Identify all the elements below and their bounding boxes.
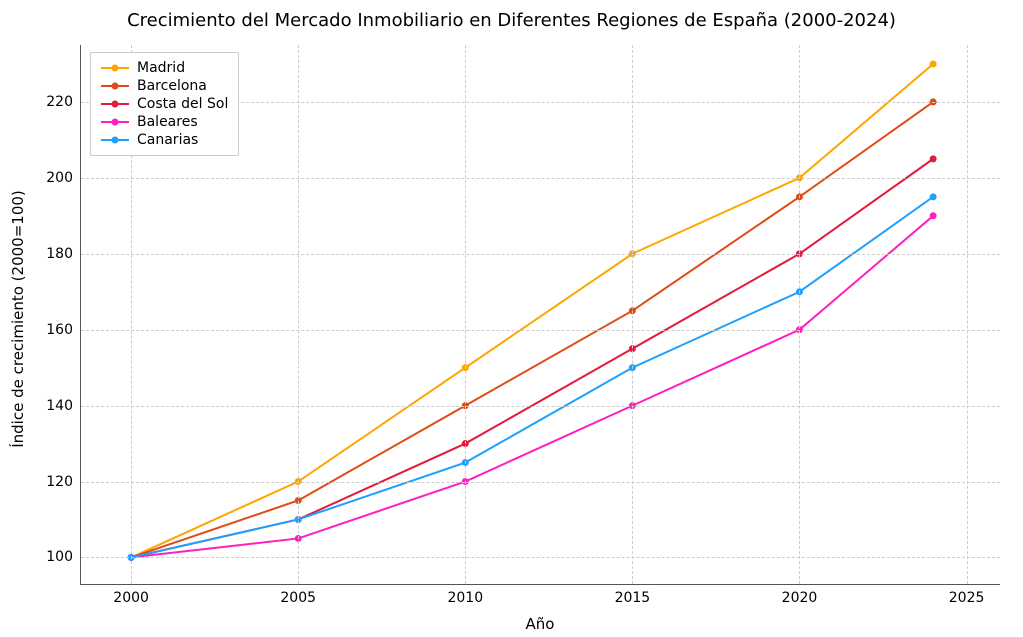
series-line bbox=[131, 64, 933, 557]
grid-line-h bbox=[81, 482, 1000, 483]
series-line bbox=[131, 216, 933, 558]
legend: Madrid Barcelona Costa del Sol Baleares Cana… bbox=[90, 52, 239, 156]
grid-line-v bbox=[465, 45, 466, 584]
grid-line-v bbox=[799, 45, 800, 584]
series-line bbox=[131, 159, 933, 558]
series-marker bbox=[930, 60, 937, 67]
y-tick-label: 160 bbox=[46, 322, 81, 338]
y-tick-label: 120 bbox=[46, 474, 81, 490]
grid-line-h bbox=[81, 178, 1000, 179]
legend-swatch bbox=[101, 121, 129, 123]
legend-item: Barcelona bbox=[101, 77, 228, 95]
y-tick-label: 180 bbox=[46, 246, 81, 262]
y-tick-label: 140 bbox=[46, 398, 81, 414]
x-tick-label: 2025 bbox=[949, 584, 985, 606]
legend-item: Costa del Sol bbox=[101, 95, 228, 113]
legend-label: Madrid bbox=[137, 60, 185, 76]
series-marker bbox=[930, 212, 937, 219]
series-marker bbox=[930, 193, 937, 200]
y-tick-label: 200 bbox=[46, 170, 81, 186]
x-tick-label: 2010 bbox=[447, 584, 483, 606]
x-tick-label: 2000 bbox=[113, 584, 149, 606]
legend-swatch bbox=[101, 85, 129, 87]
grid-line-h bbox=[81, 330, 1000, 331]
legend-label: Baleares bbox=[137, 114, 198, 130]
legend-item: Baleares bbox=[101, 113, 228, 131]
series-marker bbox=[930, 155, 937, 162]
y-axis-label: Índice de crecimiento (2000=100) bbox=[9, 190, 27, 448]
x-axis-label: Año bbox=[526, 615, 555, 633]
legend-swatch bbox=[101, 67, 129, 69]
legend-item: Madrid bbox=[101, 59, 228, 77]
y-tick-label: 100 bbox=[46, 549, 81, 565]
x-tick-label: 2005 bbox=[280, 584, 316, 606]
grid-line-v bbox=[967, 45, 968, 584]
grid-line-h bbox=[81, 254, 1000, 255]
y-tick-label: 220 bbox=[46, 94, 81, 110]
grid-line-h bbox=[81, 557, 1000, 558]
legend-label: Costa del Sol bbox=[137, 96, 228, 112]
legend-label: Canarias bbox=[137, 132, 198, 148]
legend-item: Canarias bbox=[101, 131, 228, 149]
legend-label: Barcelona bbox=[137, 78, 207, 94]
legend-swatch bbox=[101, 139, 129, 141]
grid-line-v bbox=[298, 45, 299, 584]
x-tick-label: 2015 bbox=[615, 584, 651, 606]
grid-line-v bbox=[632, 45, 633, 584]
grid-line-h bbox=[81, 406, 1000, 407]
chart-title: Crecimiento del Mercado Inmobiliario en … bbox=[127, 10, 896, 31]
x-tick-label: 2020 bbox=[782, 584, 818, 606]
legend-swatch bbox=[101, 103, 129, 105]
